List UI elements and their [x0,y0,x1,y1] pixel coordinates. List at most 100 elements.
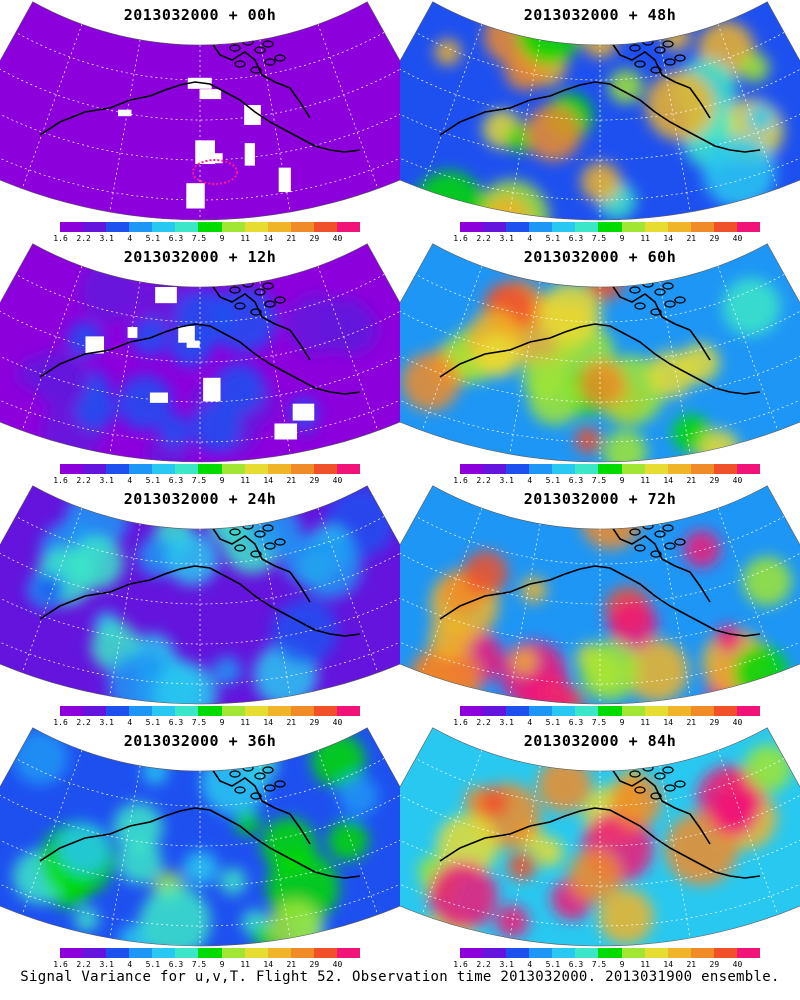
colorbar-swatch [336,706,361,716]
colorbar-ticks: 1.6 2.2 3.1 4 5.1 6.3 7.5 9 11 14 21 29 40 [453,718,760,728]
colorbar-tick-label: 11 [640,960,650,969]
colorbar-swatch [506,948,530,958]
coastline [39,81,361,153]
colorbar-tick-label: 3.1 [99,234,114,243]
panel-title: 2013032000 + 12h [123,248,277,266]
map-panel: 2013032000 + 48h 1.6 2.2 3.1 4 5.1 6.3 7.5 9 11 14… [400,0,800,245]
variance-blob [201,749,268,816]
variance-blob [578,360,626,407]
longitude-line [717,266,779,431]
coastline [439,81,761,153]
latitude-line [15,32,385,81]
longitude-line [421,24,483,189]
colorbar-tick-label: 21 [286,476,297,485]
colorbar-swatch [690,222,714,232]
colorbar-swatch [83,706,107,716]
missing-data-patch [278,167,291,193]
island-outline [254,46,266,54]
island-outline [674,780,686,788]
island-outline [234,302,246,310]
colorbar-tick-label: 3.1 [99,960,114,969]
variance-blob [511,649,537,674]
colorbar-swatch [175,706,199,716]
island-outline [250,792,262,800]
colorbar-tick-label: 1.6 [53,234,68,243]
variance-blob [479,787,509,817]
colorbar-swatch [290,464,314,474]
colorbar-swatch [575,948,599,958]
colorbar-tick-label: 3.1 [99,718,114,727]
colorbar-tick-label: 4 [527,718,533,727]
colorbar [460,706,761,716]
longitude-line [509,523,541,697]
colorbar-tick-label: 29 [309,234,320,243]
colorbar-swatch [106,706,130,716]
colorbar-tick-label: 4 [127,234,133,243]
colorbar-tick-label: 2.2 [476,960,491,969]
colorbar-swatch [575,222,599,232]
colorbar-swatch [460,222,484,232]
island-outline [229,528,241,536]
colorbar-swatch [506,706,530,716]
variance-blob [276,24,324,72]
colorbar-swatch [83,464,107,474]
colorbar-tick-label: 40 [332,234,343,243]
colorbar-swatch [713,464,737,474]
colorbar-swatch [129,706,153,716]
colorbar-swatch [244,222,268,232]
variance-blob [74,388,116,431]
panel-title: 2013032000 + 60h [523,248,677,266]
colorbar-swatch [129,222,153,232]
latitude-line [400,551,800,605]
missing-data-patch [292,403,315,421]
variance-blob [507,851,537,881]
longitude-line [717,750,779,915]
latitude-line [0,551,400,605]
colorbar-swatch [290,948,314,958]
colorbar-tick-label: 11 [640,476,650,485]
variance-blob [519,671,575,704]
island-outline [274,780,286,788]
island-outline [654,288,666,296]
missing-data-patch [199,89,222,100]
island-outline [250,66,262,74]
colorbar-tick-label: 29 [709,234,720,243]
longitude-line [659,765,691,939]
colorbar-tick-label: 7.5 [191,960,207,969]
variance-blob [608,600,658,650]
variance-blob [298,535,362,599]
variance-map [0,727,400,947]
colorbar-swatch [667,948,691,958]
island-outline [254,288,266,296]
colorbar-tick-label: 11 [240,476,250,485]
variance-blob [191,402,241,453]
island-outline [274,538,286,546]
island-outline [662,282,674,290]
variance-blob [213,363,265,415]
colorbar-swatch [667,706,691,716]
variance-map [0,485,400,705]
colorbar-ticks: 1.6 2.2 3.1 4 5.1 6.3 7.5 9 11 14 21 29 40 [53,476,360,486]
variance-blob [113,802,163,853]
map-border [0,1,400,221]
colorbar-swatch [198,948,222,958]
variance-blob [219,867,247,895]
coastline [39,565,361,637]
latitude-line [0,102,400,161]
colorbar-tick-label: 21 [286,234,297,243]
colorbar-swatch [736,706,761,716]
colorbar-swatch [483,948,507,958]
island-outline [634,302,646,310]
colorbar-tick-label: 1.6 [53,718,68,727]
colorbar-swatch [621,948,645,958]
colorbar-swatch [198,464,222,474]
island-outline [662,40,674,48]
variance-blob [645,71,716,141]
island-outline [264,58,276,66]
island-outline [229,44,241,52]
colorbar-tick-label: 5.1 [545,234,561,243]
latitude-line [415,516,785,565]
variance-blob [537,758,592,813]
longitude-line [259,765,291,939]
colorbar-swatch [221,464,245,474]
